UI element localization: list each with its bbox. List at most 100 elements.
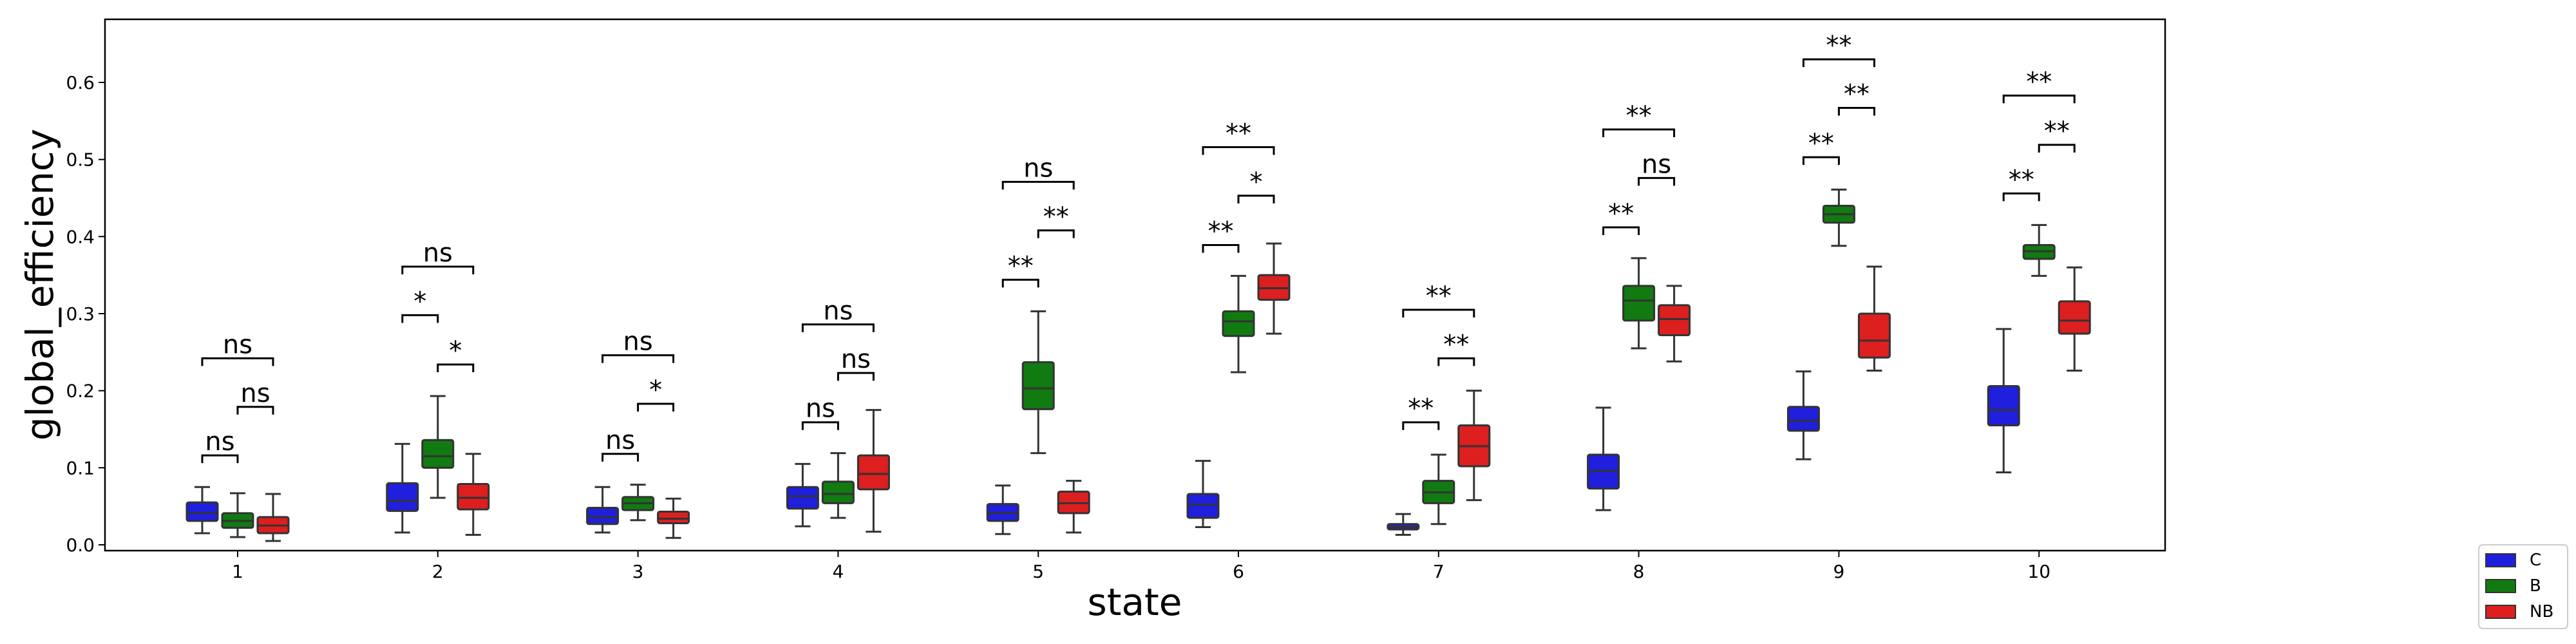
significance-label: ns	[240, 379, 270, 408]
box-body	[1021, 361, 1055, 410]
y-tick-label: 0.1	[66, 457, 95, 478]
significance-label: **	[1826, 31, 1852, 61]
y-axis: 0.0 0.1 0.2 0.3 0.4 0.5 0.6	[66, 72, 105, 556]
legend-swatch-B	[2485, 579, 2516, 593]
box-B-state-3	[621, 484, 655, 522]
significance-annotation: ns	[801, 296, 875, 332]
significance-bracket	[837, 372, 875, 381]
box-NB-state-2	[457, 453, 490, 536]
x-tick-label: 10	[2027, 561, 2050, 582]
box-B-state-4	[821, 452, 855, 519]
significance-annotation: **	[1202, 216, 1240, 253]
significance-bracket	[1602, 226, 1640, 235]
x-tick-label: 3	[632, 561, 644, 582]
significance-annotation: ns	[401, 238, 475, 275]
box-C-state-9	[1786, 370, 1820, 460]
significance-label: ns	[1642, 149, 1671, 179]
box-NB-state-6	[1257, 242, 1291, 335]
box-NB-state-5	[1057, 480, 1090, 534]
box-body	[1857, 312, 1891, 359]
x-tick-label: 6	[1233, 561, 1244, 582]
boxes-layer	[185, 188, 2091, 542]
significance-annotation: ns	[236, 379, 274, 415]
box-C-state-3	[586, 486, 620, 534]
significance-annotation: **	[1802, 129, 1840, 166]
x-tick-label: 4	[832, 561, 844, 582]
box-NB-state-10	[2058, 266, 2091, 372]
box-B-state-9	[1822, 188, 1855, 247]
box-body	[1987, 384, 2020, 427]
box-body	[821, 480, 855, 504]
significance-annotation: **	[1837, 79, 1875, 116]
significance-label: **	[1626, 101, 1652, 131]
box-body	[1222, 310, 1255, 337]
significance-label: ns	[841, 345, 871, 374]
significance-label: ns	[423, 238, 453, 268]
significance-label: **	[1408, 394, 1434, 424]
significance-label: **	[1443, 330, 1469, 359]
legend-swatch-NB	[2485, 605, 2516, 619]
significance-annotation: *	[401, 287, 439, 323]
legend-label-C: C	[2530, 551, 2541, 570]
significance-bracket	[1402, 421, 1440, 430]
y-tick-label: 0.0	[66, 535, 95, 556]
x-tick-label: 7	[1433, 561, 1444, 582]
significance-label: *	[1250, 167, 1263, 197]
significance-bracket	[236, 406, 274, 415]
x-tick-label: 8	[1633, 561, 1645, 582]
legend-label-B: B	[2530, 576, 2541, 596]
significance-annotation: ns	[837, 345, 875, 381]
significance-label: **	[1226, 119, 1251, 149]
significance-annotation: ns	[601, 327, 675, 363]
significance-bracket	[1237, 194, 1275, 204]
y-tick-label: 0.6	[66, 72, 95, 93]
significance-bracket	[1001, 180, 1075, 190]
significance-bracket	[801, 421, 839, 430]
box-B-state-6	[1222, 274, 1255, 374]
significance-annotation: ns	[1638, 149, 1676, 186]
box-B-state-2	[421, 395, 455, 499]
significance-bracket	[2038, 144, 2076, 153]
significance-annotation: **	[2038, 117, 2076, 153]
significance-annotation: *	[437, 336, 475, 372]
significance-annotation: ns	[201, 427, 239, 464]
significance-annotation: **	[2002, 67, 2076, 104]
significance-label: ns	[806, 394, 835, 424]
box-body	[1658, 304, 1691, 337]
box-body	[857, 454, 890, 491]
significance-bracket	[2002, 192, 2040, 202]
box-NB-state-1	[256, 493, 290, 542]
significance-annotation: ns	[1001, 153, 1075, 190]
significance-annotations: nsnsns**nsns*nsnsnsns****ns*************…	[201, 31, 2076, 464]
significance-annotation: **	[1602, 199, 1640, 235]
significance-label: **	[1608, 199, 1634, 229]
box-body	[386, 482, 419, 512]
significance-annotation: **	[1402, 394, 1440, 430]
box-body	[457, 482, 490, 511]
significance-label: **	[2044, 117, 2070, 146]
box-body	[1622, 285, 1656, 322]
significance-annotation: **	[1001, 251, 1039, 288]
y-axis-title: global_efficiency	[18, 129, 62, 440]
legend: CB NB	[2478, 544, 2568, 629]
significance-bracket	[1802, 156, 1840, 166]
box-C-state-5	[986, 484, 1019, 535]
box-body	[185, 501, 219, 522]
box-body	[2058, 300, 2091, 335]
y-tick-label: 0.2	[66, 381, 95, 402]
significance-annotation: **	[1802, 31, 1875, 68]
significance-bracket	[201, 454, 239, 464]
plot-frame	[104, 18, 2166, 552]
y-tick-label: 0.5	[66, 149, 95, 171]
significance-bracket	[1402, 308, 1475, 318]
significance-label: ns	[1023, 153, 1053, 183]
x-tick-label: 9	[1833, 561, 1844, 582]
box-NB-state-8	[1658, 285, 1691, 363]
y-tick-label: 0.4	[66, 226, 95, 247]
x-axis: 1 2 3 4 5 6 7 8 9 10	[232, 551, 2050, 582]
significance-annotation: *	[1237, 167, 1275, 204]
box-B-state-10	[2022, 223, 2056, 277]
box-NB-state-3	[657, 497, 690, 539]
significance-label: ns	[823, 296, 853, 326]
